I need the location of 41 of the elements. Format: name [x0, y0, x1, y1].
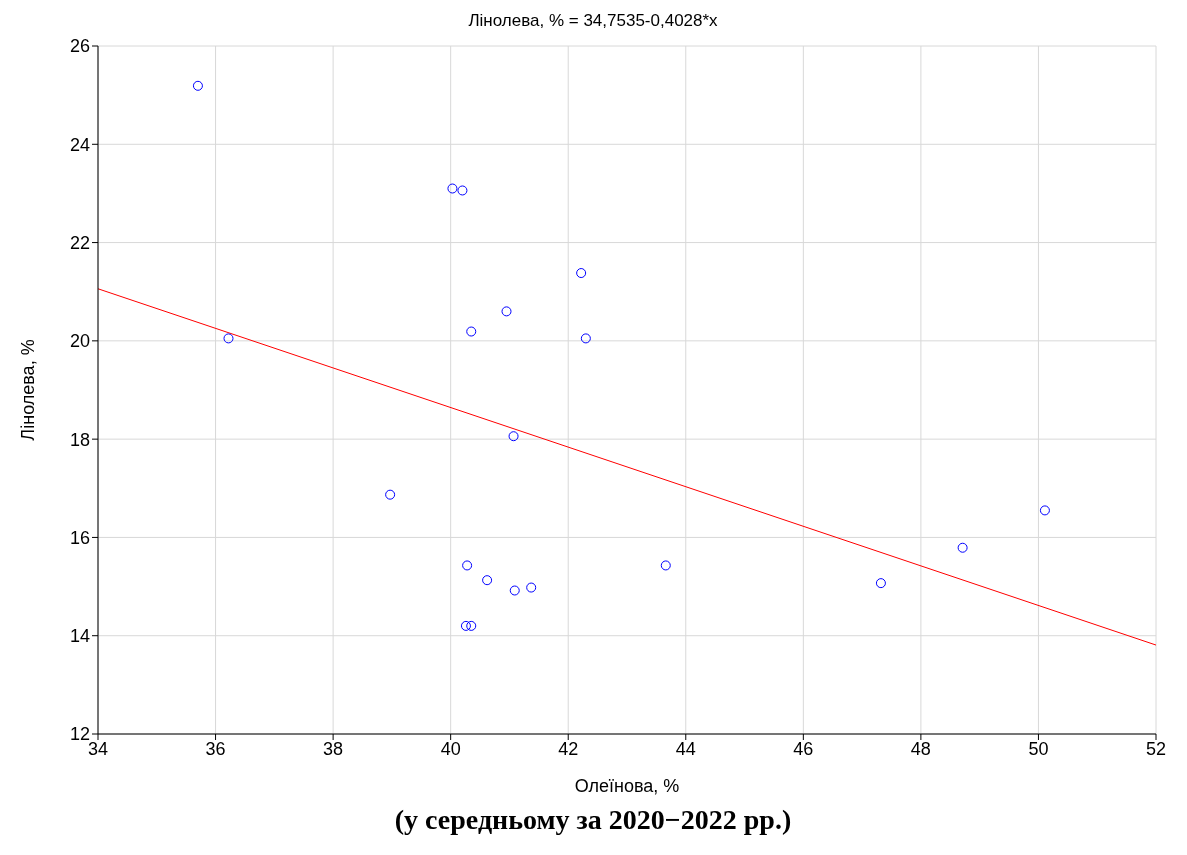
x-tick-label: 52	[1145, 738, 1167, 759]
point	[875, 578, 886, 589]
point	[508, 431, 519, 442]
point	[457, 185, 468, 196]
point	[192, 80, 203, 91]
y-tick-label: 22	[69, 232, 90, 253]
y-axis-title: Лінолева, %	[18, 339, 39, 441]
point	[462, 560, 473, 571]
point	[466, 326, 477, 337]
point	[526, 582, 537, 593]
point	[223, 333, 234, 344]
point	[447, 183, 458, 194]
point	[660, 560, 671, 571]
x-tick-label: 38	[323, 738, 344, 759]
point	[385, 489, 396, 500]
x-tick-label: 36	[205, 738, 226, 759]
chart-title: Лінолева, % = 34,7535-0,4028*x	[467, 10, 719, 32]
point	[501, 306, 512, 317]
y-tick-label: 12	[69, 724, 90, 745]
y-tick-label: 16	[69, 527, 90, 548]
x-tick-label: 48	[910, 738, 931, 759]
point	[460, 620, 471, 631]
point	[576, 268, 587, 279]
point	[580, 333, 591, 344]
y-tick-label: 20	[69, 331, 90, 352]
x-tick-label: 50	[1028, 738, 1049, 759]
point	[466, 620, 477, 631]
y-tick-label: 24	[69, 134, 90, 155]
x-tick-label: 40	[440, 738, 461, 759]
point	[482, 575, 493, 586]
y-tick-label: 18	[69, 429, 90, 450]
point	[509, 585, 520, 596]
point	[957, 542, 968, 553]
y-tick-label: 26	[69, 36, 90, 57]
point	[1039, 505, 1050, 516]
x-tick-label: 44	[675, 738, 696, 759]
x-tick-label: 46	[793, 738, 814, 759]
x-tick-label: 42	[558, 738, 579, 759]
x-axis-title: Олеїнова, %	[574, 776, 680, 796]
y-tick-label: 14	[69, 626, 90, 647]
text: (у середньому за 2020−2022 рр.)	[393, 804, 793, 836]
